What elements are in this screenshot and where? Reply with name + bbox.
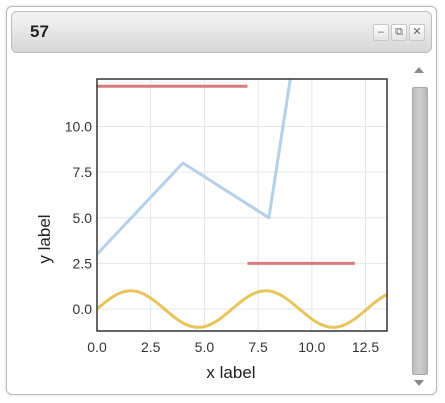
y-tick-label: 2.5	[73, 255, 93, 271]
scroll-up-arrow-icon[interactable]	[414, 67, 424, 73]
x-axis-label: x label	[206, 363, 255, 382]
series-line-3	[97, 79, 292, 256]
scroll-thumb[interactable]	[412, 87, 428, 375]
series-line-4	[97, 289, 387, 329]
y-axis-label: y label	[35, 214, 54, 263]
y-tick-label: 7.5	[73, 164, 93, 180]
x-tick-label: 7.5	[248, 339, 268, 355]
window-titlebar[interactable]: 57 – ⧉ ✕	[11, 11, 432, 53]
y-tick-label: 0.0	[73, 301, 93, 317]
chart-window: 57 – ⧉ ✕ 0.0 2.5 5.0 7.5 10.0 12.5 0.0 2.5 5.0 7…	[6, 6, 437, 395]
scroll-down-arrow-icon[interactable]	[414, 380, 424, 386]
chart-panel: 0.0 2.5 5.0 7.5 10.0 12.5 0.0 2.5 5.0 7.5 10.0 x …	[11, 61, 406, 392]
vertical-scrollbar[interactable]	[410, 61, 430, 392]
x-tick-label: 12.5	[352, 339, 379, 355]
window-title: 57	[30, 22, 49, 41]
x-tick-label: 0.0	[87, 339, 107, 355]
y-tick-label: 5.0	[73, 210, 93, 226]
popout-button[interactable]: ⧉	[391, 24, 407, 41]
close-button[interactable]: ✕	[409, 24, 425, 41]
plot-frame	[96, 78, 388, 332]
chart: 0.0 2.5 5.0 7.5 10.0 12.5 0.0 2.5 5.0 7.5 10.0 x …	[35, 78, 388, 382]
minimize-button[interactable]: –	[373, 24, 389, 41]
y-ticks: 0.0 2.5 5.0 7.5 10.0	[65, 118, 92, 317]
series-layer	[97, 79, 387, 329]
x-tick-label: 2.5	[141, 339, 161, 355]
x-tick-label: 5.0	[195, 339, 215, 355]
x-ticks: 0.0 2.5 5.0 7.5 10.0 12.5	[87, 339, 379, 355]
window-controls: – ⧉ ✕	[373, 24, 425, 41]
y-tick-label: 10.0	[65, 118, 92, 134]
x-tick-label: 10.0	[298, 339, 325, 355]
